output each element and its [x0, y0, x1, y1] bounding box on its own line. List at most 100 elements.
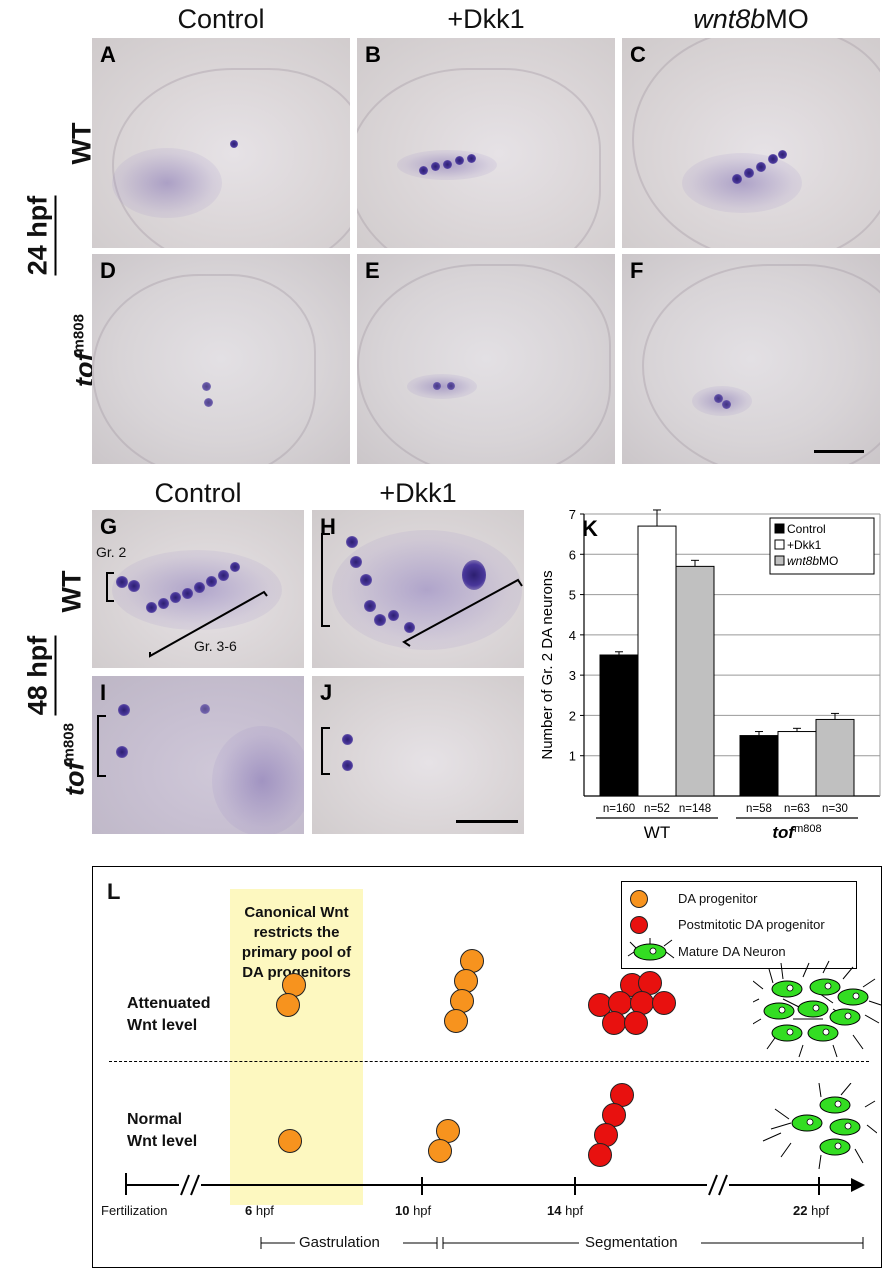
progenitor-legend-label: DA progenitor	[678, 891, 758, 906]
panel-label-h: H	[320, 514, 336, 539]
progenitor-legend-swatch	[630, 890, 648, 908]
stain-haze	[682, 153, 802, 213]
col-header-control: Control	[177, 4, 265, 34]
timeline-10: 10	[395, 1203, 410, 1218]
highlight-line: restricts the	[253, 924, 340, 941]
hpf24-text: 24 hpf	[22, 195, 57, 276]
stained-cell	[116, 746, 128, 758]
timeline-unit: hpf	[409, 1203, 432, 1218]
n-count-label: n=52	[644, 803, 670, 815]
attenuated-line2: Wnt level	[127, 1017, 198, 1034]
panel-e: E	[357, 254, 615, 464]
y-tick-label: 2	[569, 708, 576, 723]
tof-sup: m808	[60, 723, 78, 762]
group-label: tofm808	[772, 823, 821, 842]
stained-cell	[778, 150, 787, 159]
panel-label-k: K	[582, 516, 598, 541]
gr36-bracket-line	[149, 590, 268, 658]
chart-legend	[769, 517, 875, 575]
timeline-14hpf: 14 hpf	[547, 1203, 583, 1218]
stained-cell	[158, 598, 169, 609]
stained-cell	[388, 610, 399, 621]
postmitotic-cell	[624, 1011, 648, 1035]
gr2-label: Gr. 2	[96, 544, 127, 560]
mo-suffix: MO	[765, 4, 809, 34]
stained-cell	[768, 154, 778, 164]
panel-label-c: C	[630, 42, 646, 67]
mature-neuron-cluster-attenuated	[753, 960, 882, 1058]
progenitor-cell	[276, 993, 300, 1017]
postmitotic-legend-label: Postmitotic DA progenitor	[678, 917, 825, 932]
gr36-label: Gr. 3-6	[194, 638, 237, 654]
legend-label: Control	[787, 522, 826, 536]
y-tick-label: 6	[569, 547, 576, 562]
highlight-line: primary pool of	[241, 944, 352, 961]
postmitotic-legend-swatch	[630, 916, 648, 934]
stained-cell	[200, 704, 210, 714]
timeline-6: 6	[245, 1203, 253, 1218]
timeline-unit: hpf	[561, 1203, 584, 1218]
stained-cell	[419, 166, 428, 175]
h-brackets	[321, 533, 523, 647]
stain-haze	[212, 726, 304, 834]
bar	[739, 735, 779, 797]
panel-label-g: G	[100, 514, 118, 539]
row-label-wt-48: WT	[56, 570, 87, 613]
stained-cell	[744, 168, 754, 178]
normal-label: Normal Wnt level	[127, 1109, 197, 1153]
scale-bar	[814, 450, 864, 453]
panel-g: Gr. 2 Gr. 3-6 G	[92, 510, 304, 668]
progenitor-cell	[444, 1009, 468, 1033]
tissue-outline	[642, 264, 880, 464]
hpf48-label: 48 hpf	[22, 626, 57, 726]
stained-cell	[206, 576, 217, 587]
stained-cell	[455, 156, 464, 165]
col-header-dkk1: +Dkk1	[447, 4, 525, 34]
bar	[777, 731, 817, 797]
panel-h: H	[312, 510, 524, 668]
stain-haze	[407, 374, 477, 399]
progenitor-cell	[454, 969, 478, 993]
mature-neuron-legend-icon	[627, 938, 675, 961]
stained-cell	[722, 400, 731, 409]
stained-cell	[342, 760, 353, 771]
timeline-fertilization: Fertilization	[101, 1203, 168, 1218]
stained-cell	[404, 622, 415, 633]
wnt8b-italic: wnt8b	[693, 4, 766, 34]
legend-swatch	[774, 555, 785, 566]
hpf24-label: 24 hpf	[22, 186, 57, 286]
mature-neuron-cluster-normal	[762, 1083, 877, 1170]
n-count-label: n=160	[603, 803, 635, 815]
timeline-unit: hpf	[807, 1203, 830, 1218]
y-tick-label: 1	[569, 749, 576, 764]
group-label: WT	[644, 823, 670, 842]
panel-l-frame: L Canonical Wnt restricts the primary po…	[92, 866, 882, 1268]
i-bracket	[97, 715, 106, 777]
stained-cell	[202, 382, 211, 391]
stained-cell	[431, 162, 440, 171]
y-tick-label: 4	[569, 628, 576, 643]
timeline-22hpf: 22 hpf	[793, 1203, 829, 1218]
panel-c: C	[622, 38, 880, 248]
panel-a: A	[92, 38, 350, 248]
tof-italic: tof	[59, 761, 90, 796]
progenitor-cell	[278, 1129, 302, 1153]
panel-d: D	[92, 254, 350, 464]
stained-cell	[218, 570, 229, 581]
stained-cell	[128, 580, 140, 592]
attenuated-label: Attenuated Wnt level	[127, 993, 211, 1037]
bar	[637, 525, 677, 797]
postmitotic-cell	[602, 1011, 626, 1035]
stained-cell	[433, 382, 441, 390]
hpf48-text: 48 hpf	[22, 635, 57, 716]
progenitor-cell	[428, 1139, 452, 1163]
tissue-outline	[632, 38, 880, 248]
highlight-text: Canonical Wnt restricts the primary pool…	[230, 903, 363, 983]
stained-cell	[230, 140, 238, 148]
col-header-control-48: Control	[154, 478, 242, 508]
timeline-14: 14	[547, 1203, 562, 1218]
stained-cell	[360, 574, 372, 586]
scale-bar	[456, 820, 518, 823]
y-tick-label: 3	[569, 668, 576, 683]
panel-label-f: F	[630, 258, 644, 283]
